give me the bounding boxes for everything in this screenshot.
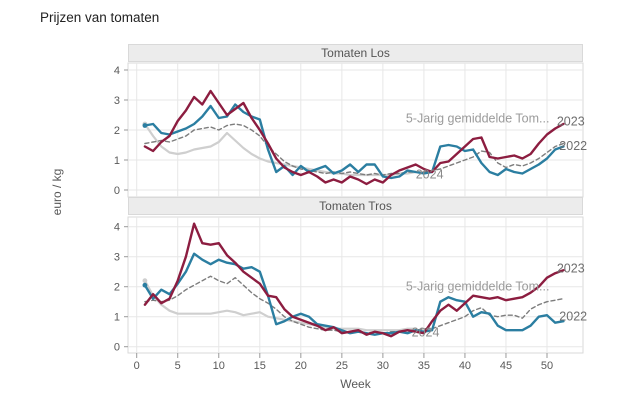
line-label-2024: 2024 bbox=[412, 325, 440, 339]
x-tick-label: 25 bbox=[336, 360, 348, 372]
y-tick-label: 4 bbox=[114, 65, 120, 77]
panel-tomaten-los: 0 1 2 3 4 5-Jarig gemiddelde Tom... 2023 2022 20… bbox=[114, 62, 587, 198]
line-label-2022: 2022 bbox=[559, 139, 587, 153]
series-line-2024 bbox=[143, 103, 565, 180]
x-tick-label: 35 bbox=[418, 360, 430, 372]
y-tick-label: 3 bbox=[114, 95, 120, 107]
x-tick-label: 50 bbox=[541, 360, 553, 372]
y-tick-label: 2 bbox=[114, 282, 120, 294]
panel-title-tros: Tomaten Tros bbox=[319, 199, 392, 213]
line-label-2024: 2024 bbox=[416, 167, 444, 181]
x-tick-label: 45 bbox=[500, 360, 512, 372]
x-tick-label: 10 bbox=[213, 360, 225, 372]
x-tick-label: 15 bbox=[254, 360, 266, 372]
x-tick-label: 40 bbox=[459, 360, 471, 372]
page-title: Prijzen van tomaten bbox=[40, 10, 160, 25]
series-line-2023 bbox=[143, 89, 565, 186]
x-axis-label: Week bbox=[340, 377, 371, 391]
panel-tomaten-tros: 0 1 2 3 4 2023 5-Jarig gemiddelde Tom... 2022 20… bbox=[114, 216, 587, 354]
y-tick-label: 0 bbox=[114, 185, 120, 197]
line-label-5-Jarig-gemiddelde-Tom-: 5-Jarig gemiddelde Tom... bbox=[406, 280, 550, 294]
series-start-marker bbox=[142, 282, 148, 288]
series-start-marker bbox=[142, 278, 148, 284]
y-tick-label: 4 bbox=[114, 222, 120, 234]
line-label-5-Jarig-gemiddelde-Tom-: 5-Jarig gemiddelde Tom... bbox=[406, 112, 550, 126]
y-tick-label: 3 bbox=[114, 252, 120, 264]
y-tick-label: 1 bbox=[114, 155, 120, 167]
line-label-2023: 2023 bbox=[557, 262, 585, 276]
series-start-marker bbox=[142, 123, 148, 128]
y-tick-label: 0 bbox=[114, 342, 120, 354]
panel-header-tomaten-los: Tomaten Los bbox=[128, 44, 583, 62]
series-line-2022 bbox=[144, 275, 565, 334]
y-axis-label: euro / kg bbox=[50, 168, 64, 216]
x-axis: 0 5 10 15 20 25 30 35 40 45 50 bbox=[134, 353, 553, 372]
series-line-5-Jarig-gemiddelde-Tomaten bbox=[143, 279, 417, 332]
line-label-2023: 2023 bbox=[557, 115, 585, 129]
panel-title-los: Tomaten Los bbox=[321, 46, 390, 60]
series-line-2023 bbox=[143, 222, 565, 338]
x-tick-label: 0 bbox=[134, 360, 140, 372]
x-tick-label: 20 bbox=[295, 360, 307, 372]
series-line-2024 bbox=[143, 252, 565, 336]
y-tick-label: 2 bbox=[114, 125, 120, 137]
y-tick-label: 1 bbox=[114, 312, 120, 324]
line-label-2022: 2022 bbox=[559, 310, 587, 324]
x-tick-label: 5 bbox=[175, 360, 181, 372]
x-tick-label: 30 bbox=[377, 360, 389, 372]
